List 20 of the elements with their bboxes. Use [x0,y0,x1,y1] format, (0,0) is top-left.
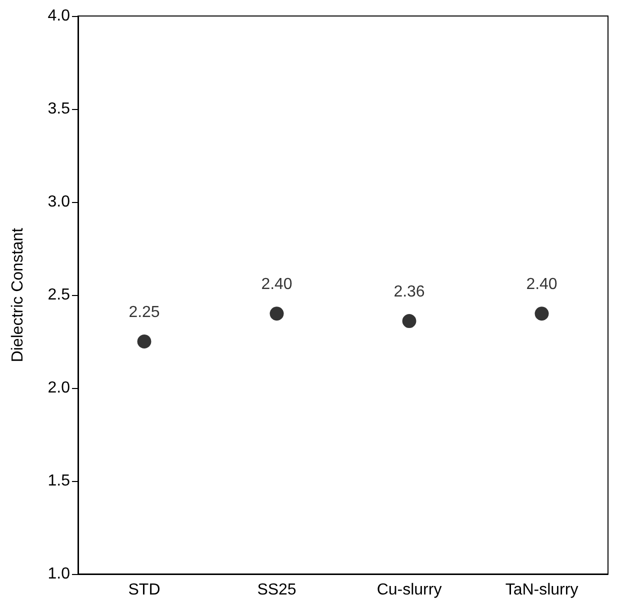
data-label: 2.36 [394,284,425,301]
data-label: 2.40 [261,276,292,294]
y-tick-label: 1.0 [48,566,70,582]
point [137,334,152,348]
x-tick-label: STD [128,582,160,598]
y-tick-label: 1.5 [48,472,70,490]
data-label: 2.40 [526,276,558,294]
y-tick-label: 2.5 [48,286,70,304]
x-tick-label: SS25 [257,582,296,598]
y-tick-label: 2.0 [48,380,70,396]
x-tick-label: Cu-slurry [376,582,442,598]
x-tick-label: TaN-slurry [505,582,578,598]
y-tick-label: 3.5 [48,100,70,118]
y-tick-label: 3.0 [48,194,70,210]
data-label: 2.25 [128,304,160,321]
y-tick-label: 4.0 [48,8,70,24]
y-axis-title: Dielectric Constant [10,227,26,362]
point [534,306,549,321]
point [270,306,284,321]
point [402,314,416,328]
